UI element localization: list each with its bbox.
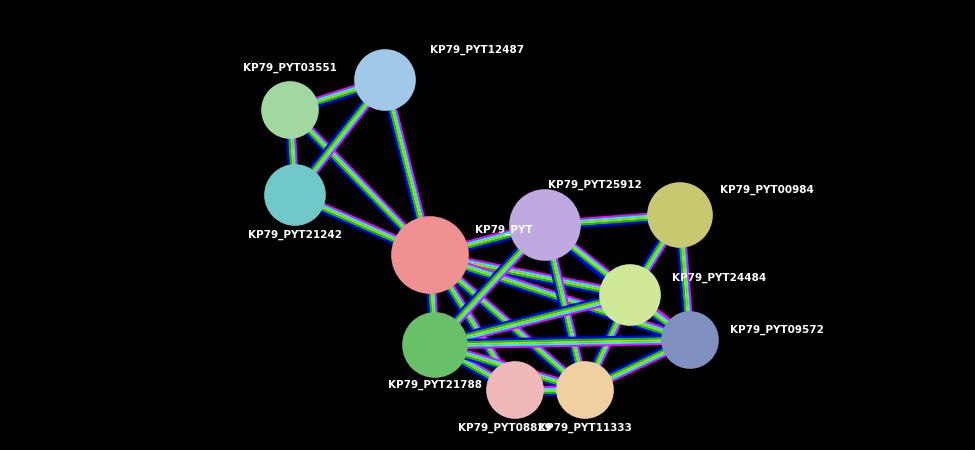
Text: KP79_PYT03551: KP79_PYT03551 bbox=[243, 63, 337, 73]
Text: KP79_PYT: KP79_PYT bbox=[475, 225, 532, 235]
Text: KP79_PYT12487: KP79_PYT12487 bbox=[430, 45, 525, 55]
Text: KP79_PYT08829: KP79_PYT08829 bbox=[458, 423, 552, 433]
Circle shape bbox=[487, 362, 543, 418]
Circle shape bbox=[648, 183, 712, 247]
Circle shape bbox=[600, 265, 660, 325]
Text: KP79_PYT09572: KP79_PYT09572 bbox=[730, 325, 824, 335]
Text: KP79_PYT11333: KP79_PYT11333 bbox=[538, 423, 632, 433]
Text: KP79_PYT21242: KP79_PYT21242 bbox=[248, 230, 342, 240]
Circle shape bbox=[392, 217, 468, 293]
Text: KP79_PYT21788: KP79_PYT21788 bbox=[388, 380, 482, 390]
Circle shape bbox=[265, 165, 325, 225]
Text: KP79_PYT00984: KP79_PYT00984 bbox=[720, 185, 814, 195]
Circle shape bbox=[557, 362, 613, 418]
Text: KP79_PYT24484: KP79_PYT24484 bbox=[672, 273, 766, 283]
Text: KP79_PYT25912: KP79_PYT25912 bbox=[548, 180, 642, 190]
Circle shape bbox=[355, 50, 415, 110]
Circle shape bbox=[262, 82, 318, 138]
Circle shape bbox=[510, 190, 580, 260]
Circle shape bbox=[403, 313, 467, 377]
Circle shape bbox=[662, 312, 718, 368]
